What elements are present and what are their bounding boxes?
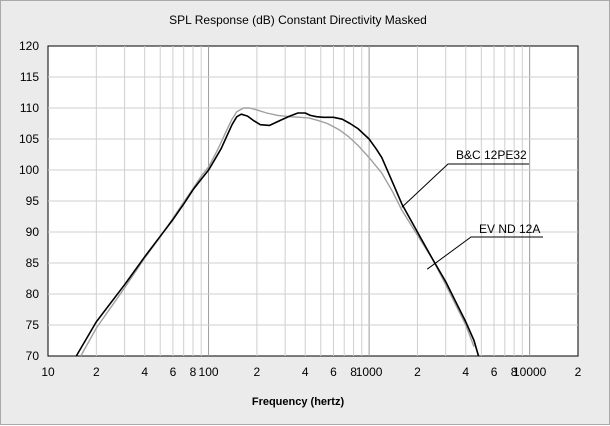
x-tick-label: 2 [254,365,261,379]
x-tick-label: 4 [302,365,309,379]
x-tick-label: 8 [190,365,197,379]
x-tick-label: 2 [414,365,421,379]
y-tick-label: 85 [26,256,40,270]
x-tick-label: 6 [491,365,498,379]
x-axis-label: Frequency (hertz) [252,396,345,408]
annotations: B&C 12PE32 EV ND 12A [401,148,543,270]
chart-title: SPL Response (dB) Constant Directivity M… [169,13,427,27]
y-tick-label: 100 [19,163,39,177]
y-tick-label: 75 [26,318,40,332]
x-tick-label: 4 [462,365,469,379]
x-tick-label: 10 [41,365,55,379]
y-tick-label: 105 [19,132,39,146]
x-tick-label: 10000 [513,365,547,379]
annotation-label: EV ND 12A [479,222,540,236]
y-tick-label: 110 [20,101,39,115]
series-line [75,112,480,357]
x-tick-label: 6 [330,365,337,379]
x-tick-label: 2 [93,365,100,379]
annotation-leader-line [426,236,543,270]
x-tick-label: 6 [170,365,177,379]
x-tick-label: 100 [199,365,219,379]
y-tick-label: 70 [26,349,40,363]
x-tick-label: 8 [511,365,518,379]
y-tick-label: 95 [26,194,40,208]
y-tick-label: 115 [20,70,39,84]
x-tick-label: 8 [350,365,357,379]
series-lines [75,107,480,357]
y-tick-label: 80 [26,287,40,301]
annotation-label: B&C 12PE32 [456,148,527,162]
y-tick-label: 90 [26,225,40,239]
grid [48,46,578,356]
y-tick-label: 120 [19,39,39,53]
series-line [80,107,475,357]
x-tick-label: 4 [141,365,148,379]
x-tick-label: 2 [575,365,582,379]
x-tick-label: 1000 [356,365,383,379]
annotation-leader-line [401,163,529,208]
